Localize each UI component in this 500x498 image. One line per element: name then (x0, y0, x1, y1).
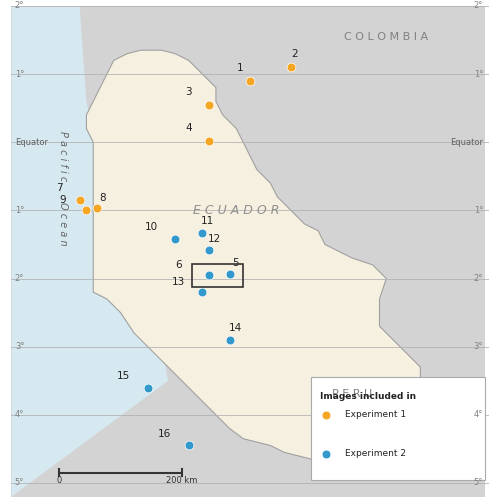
Point (205, 101, 213, 109)
Point (171, 235, 179, 243)
Text: 4°: 4° (15, 410, 24, 419)
Text: Experiment 2: Experiment 2 (346, 449, 406, 458)
Text: 2°: 2° (15, 274, 24, 283)
Text: 5: 5 (232, 258, 238, 268)
Text: 4°: 4° (474, 410, 483, 419)
Text: O c e a n: O c e a n (58, 202, 68, 246)
Text: 2°: 2° (474, 274, 483, 283)
Text: 2°: 2° (474, 1, 483, 10)
Text: 13: 13 (172, 277, 185, 287)
Text: 9: 9 (60, 195, 66, 205)
Point (226, 336, 234, 344)
Polygon shape (12, 6, 168, 497)
Text: 3: 3 (186, 87, 192, 97)
Text: 0: 0 (56, 476, 62, 485)
Text: 6: 6 (175, 259, 182, 269)
Point (246, 77, 254, 85)
Point (198, 288, 206, 296)
Text: 200 km: 200 km (166, 476, 198, 485)
Point (144, 383, 152, 391)
Point (184, 442, 192, 450)
Text: Equator: Equator (450, 138, 483, 147)
Text: 10: 10 (144, 222, 158, 232)
Text: 16: 16 (158, 429, 172, 439)
Text: 1: 1 (236, 63, 243, 73)
Text: 2°: 2° (15, 1, 24, 10)
Text: 11: 11 (201, 216, 214, 226)
Text: 1°: 1° (15, 206, 24, 215)
Text: C O L O M B I A: C O L O M B I A (344, 31, 428, 41)
Bar (192, 263, 243, 287)
Text: 2: 2 (291, 49, 298, 59)
Text: Experiment 1: Experiment 1 (346, 410, 406, 419)
Text: 4: 4 (186, 123, 192, 132)
Point (82, 206, 90, 214)
Text: 12: 12 (208, 235, 221, 245)
Text: Images included in: Images included in (320, 392, 416, 401)
Point (76, 196, 84, 204)
Point (322, 411, 330, 419)
Text: 5°: 5° (474, 479, 483, 488)
Text: 1°: 1° (474, 206, 483, 215)
Polygon shape (12, 6, 485, 497)
Text: 8: 8 (99, 193, 105, 203)
Text: P E R U: P E R U (332, 389, 372, 399)
FancyBboxPatch shape (312, 377, 485, 480)
Text: 1°: 1° (15, 70, 24, 79)
Text: 3°: 3° (15, 342, 24, 351)
Point (205, 137, 213, 145)
Text: Equator: Equator (15, 138, 48, 147)
Point (92, 204, 100, 212)
Polygon shape (86, 50, 420, 459)
Point (322, 450, 330, 458)
Text: 14: 14 (228, 323, 241, 333)
Text: 3°: 3° (474, 342, 483, 351)
Point (226, 270, 234, 278)
Point (205, 271, 213, 279)
Text: 1°: 1° (474, 70, 483, 79)
Point (287, 63, 295, 71)
Point (198, 229, 206, 237)
Text: 5°: 5° (15, 479, 24, 488)
Text: P a c i f i c: P a c i f i c (58, 130, 68, 181)
Text: E C U A D O R: E C U A D O R (193, 204, 280, 217)
Point (205, 246, 213, 254)
Text: 7: 7 (56, 183, 62, 193)
Text: 15: 15 (118, 371, 130, 381)
